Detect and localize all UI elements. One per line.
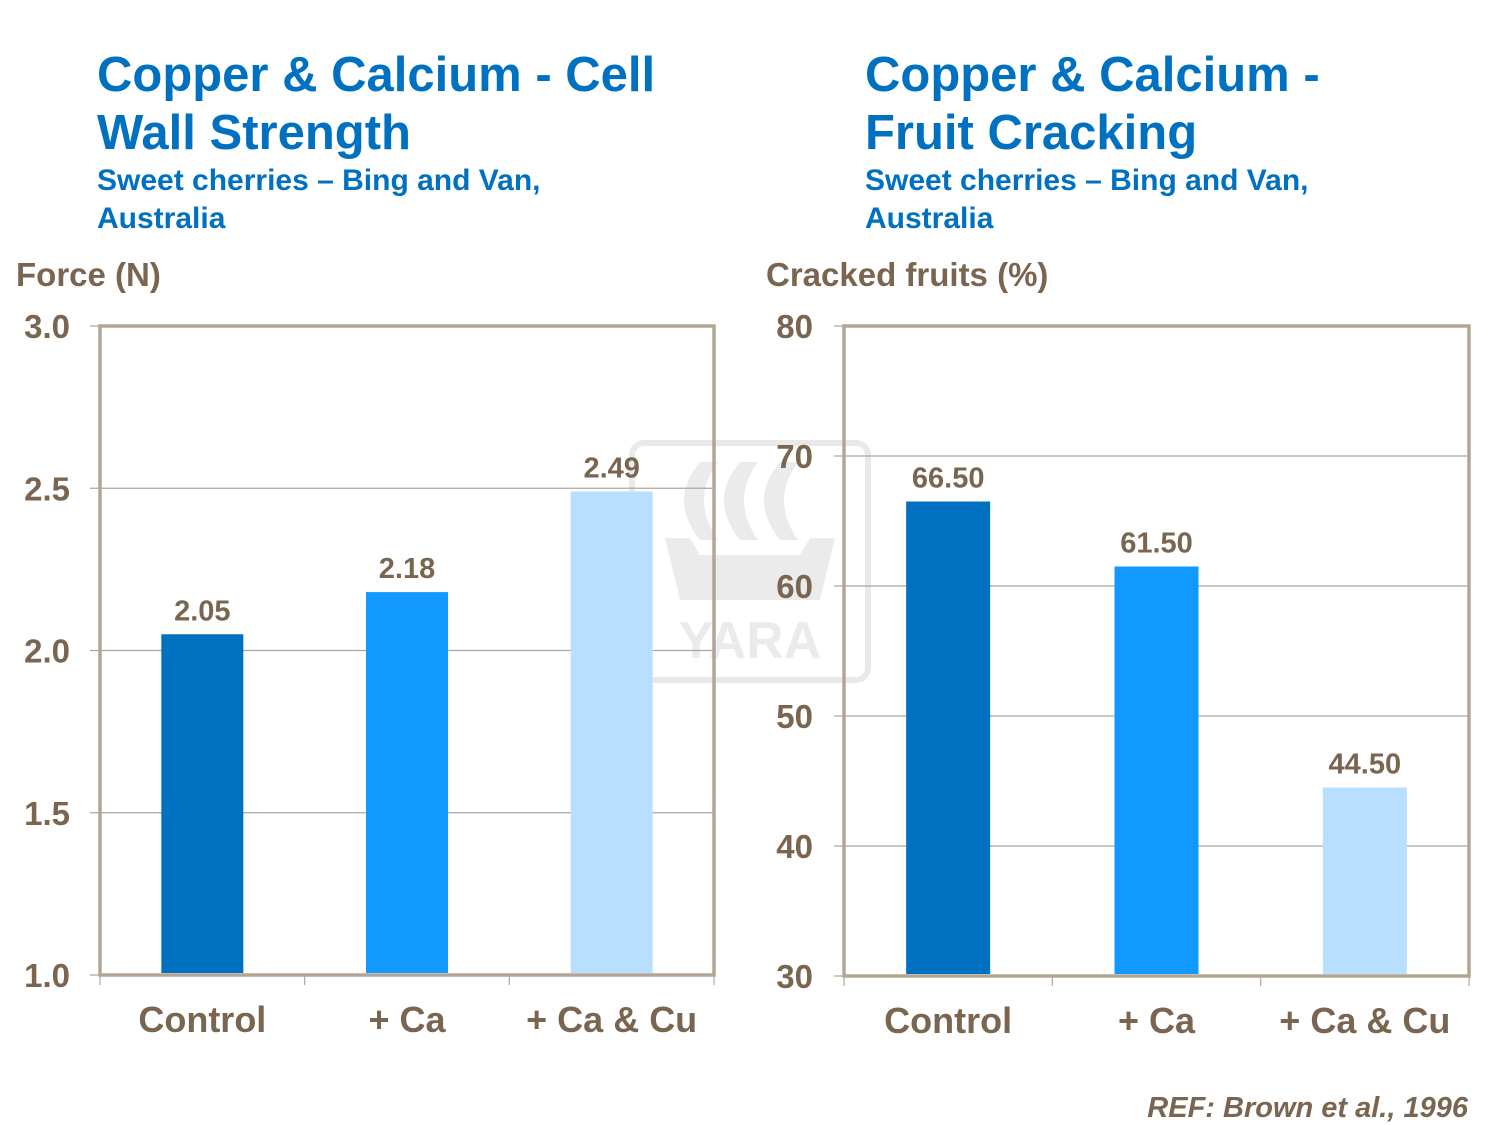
- bar-control: [161, 634, 244, 973]
- data-label: 2.49: [583, 452, 639, 484]
- watermark-ship: [665, 538, 835, 600]
- plot-frame: [98, 324, 716, 977]
- x-category-label: Control: [138, 999, 266, 1040]
- y-tick-label: 2.5: [24, 470, 70, 507]
- watermark-sail: [684, 462, 718, 540]
- data-label: 2.18: [379, 553, 435, 585]
- chart1-title: Copper & Calcium - Cell Wall Strength: [97, 48, 656, 160]
- x-category-label: + Ca & Cu: [526, 999, 697, 1040]
- watermark-sail: [764, 462, 798, 540]
- y-tick-label: 1.5: [24, 795, 70, 832]
- x-category-label: Control: [884, 1000, 1012, 1041]
- bar-ca-cu: [570, 491, 653, 973]
- data-label: 61.50: [1120, 528, 1193, 560]
- chart1-ylabel: Force (N): [16, 256, 161, 293]
- plot-frame: [842, 324, 1471, 978]
- chart2-subtitle: Sweet cherries – Bing and Van, Australia: [865, 164, 1309, 235]
- bar-ca-cu: [1322, 787, 1407, 974]
- watermark-sail: [724, 462, 758, 540]
- bar-control: [906, 501, 991, 974]
- chart-1: 1.0 1.5 2.0 2.5 3.0 2.05 Control 2.18 + Ca 2.49 + …: [24, 308, 716, 1040]
- chart2-title: Copper & Calcium - Fruit Cracking: [865, 48, 1320, 160]
- data-label: 44.50: [1329, 749, 1402, 781]
- chart1-subtitle: Sweet cherries – Bing and Van, Australia: [97, 164, 541, 235]
- x-category-label: + Ca: [1118, 1000, 1196, 1041]
- reference-text: REF: Brown et al., 1996: [1147, 1092, 1468, 1124]
- watermark-text: YARA: [679, 612, 822, 670]
- x-category-label: + Ca & Cu: [1279, 1000, 1450, 1041]
- y-tick-label: 70: [776, 438, 813, 475]
- chart-2: 30 40 50 60 70 80 66.50 Control 61.50 + Ca 44.50 + …: [776, 308, 1471, 1041]
- y-tick-label: 60: [776, 568, 813, 605]
- bar-ca: [366, 592, 448, 973]
- y-tick-label: 40: [776, 828, 813, 865]
- y-tick-label: 1.0: [24, 957, 70, 994]
- bar-ca: [1114, 566, 1199, 974]
- y-tick-label: 50: [776, 698, 813, 735]
- y-tick-label: 80: [776, 308, 813, 345]
- y-tick-label: 3.0: [24, 308, 70, 345]
- y-tick-label: 2.0: [24, 633, 70, 670]
- y-tick-label: 30: [776, 958, 813, 995]
- data-label: 66.50: [912, 463, 985, 495]
- data-label: 2.05: [174, 595, 230, 627]
- x-category-label: + Ca: [368, 999, 446, 1040]
- yara-logo-watermark: YARA: [629, 440, 871, 683]
- chart2-ylabel: Cracked fruits (%): [766, 256, 1049, 293]
